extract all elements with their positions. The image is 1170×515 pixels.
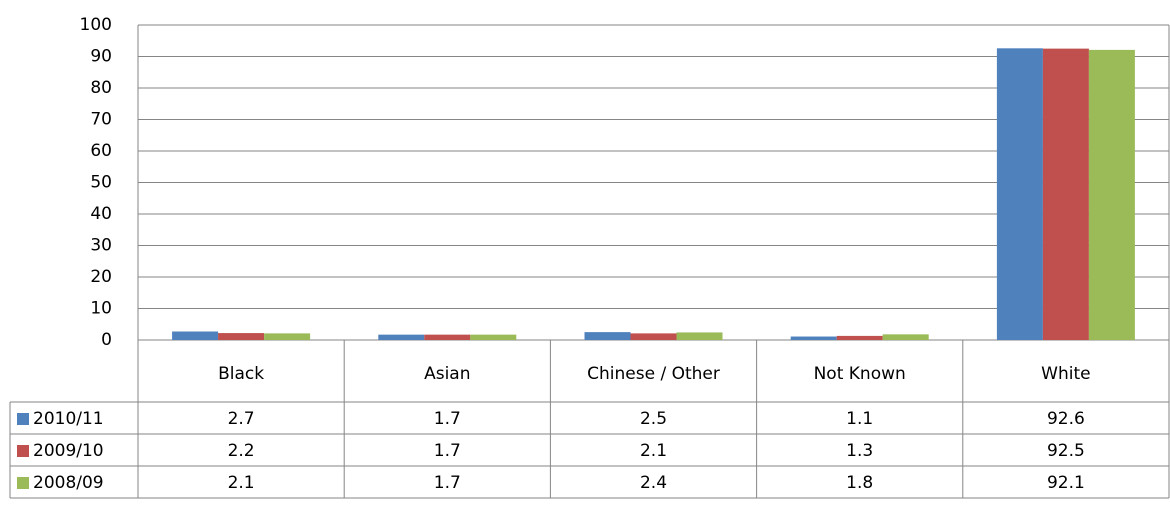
x-tick-label: White xyxy=(1041,364,1090,384)
y-tick-label: 100 xyxy=(80,15,112,35)
bar xyxy=(676,332,723,340)
x-tick-label: Asian xyxy=(424,364,470,384)
legend-label: 2010/11 xyxy=(33,409,104,429)
bar xyxy=(882,334,929,340)
bar xyxy=(172,331,219,340)
y-tick-label: 80 xyxy=(90,78,112,98)
table-value: 2.5 xyxy=(640,409,667,429)
table-value: 1.7 xyxy=(434,441,461,461)
table-value: 1.7 xyxy=(434,409,461,429)
legend-swatch xyxy=(17,445,29,457)
y-tick-label: 90 xyxy=(90,47,112,67)
x-tick-label: Not Known xyxy=(814,364,906,384)
y-tick-label: 10 xyxy=(90,299,112,319)
table-value: 1.8 xyxy=(846,473,873,493)
bar xyxy=(836,335,883,340)
y-tick-label: 20 xyxy=(90,267,112,287)
legend-swatch xyxy=(17,413,29,425)
table-value: 92.5 xyxy=(1047,441,1085,461)
table-value: 2.1 xyxy=(640,441,667,461)
bar xyxy=(996,48,1043,341)
table-value: 1.7 xyxy=(434,473,461,493)
table-value: 92.6 xyxy=(1047,409,1085,429)
y-tick-label: 70 xyxy=(90,110,112,130)
y-tick-label: 60 xyxy=(90,141,112,161)
table-value: 2.2 xyxy=(228,441,255,461)
bar xyxy=(264,333,311,340)
bar xyxy=(378,334,425,340)
bar xyxy=(424,334,471,340)
bar xyxy=(218,333,265,340)
bar xyxy=(630,333,677,340)
bar xyxy=(1042,48,1089,340)
x-tick-label: Chinese / Other xyxy=(587,364,720,384)
bar xyxy=(584,332,631,340)
table-value: 1.3 xyxy=(846,441,873,461)
legend-label: 2009/10 xyxy=(33,441,104,461)
y-tick-label: 40 xyxy=(90,204,112,224)
table-value: 1.1 xyxy=(846,409,873,429)
y-tick-label: 30 xyxy=(90,236,112,256)
table-value: 92.1 xyxy=(1047,473,1085,493)
legend-swatch xyxy=(17,477,29,489)
table-value: 2.4 xyxy=(640,473,667,493)
legend-label: 2008/09 xyxy=(33,473,104,493)
bar xyxy=(790,336,837,340)
y-tick-label: 50 xyxy=(90,173,112,193)
table-value: 2.1 xyxy=(228,473,255,493)
bar xyxy=(1088,49,1135,340)
bar xyxy=(470,334,517,340)
y-tick-label: 0 xyxy=(101,330,112,350)
table-value: 2.7 xyxy=(228,409,255,429)
x-tick-label: Black xyxy=(218,364,264,384)
